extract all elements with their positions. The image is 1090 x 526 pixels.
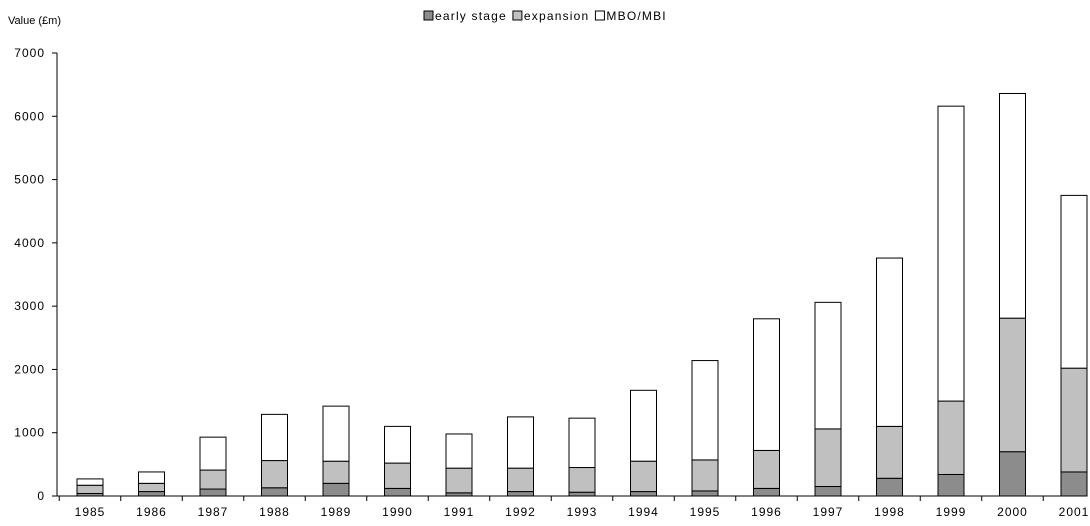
bar-segment-expansion (199, 469, 227, 490)
legend-label: expansion (524, 9, 590, 23)
bar-segment-expansion (999, 317, 1026, 453)
bar-segment-mbo-mbi (999, 93, 1026, 319)
x-tick-label: 1989 (321, 505, 352, 519)
bar-segment-mbo-mbi (814, 301, 842, 430)
bar-segment-mbo-mbi (138, 471, 165, 484)
x-tick-label: 1995 (690, 505, 721, 519)
bar-segment-mbo-mbi (876, 257, 903, 427)
x-tick-label: 1992 (505, 505, 536, 519)
y-tick-label: 0 (37, 489, 45, 503)
legend-swatch (594, 10, 605, 21)
bar-segment-early-stage (199, 488, 227, 497)
bar-segment-expansion (876, 425, 903, 479)
legend-label: MBO/MBI (606, 9, 666, 23)
bar-segment-expansion (76, 484, 104, 494)
y-tick-label: 5000 (14, 173, 45, 187)
x-tick-label: 1996 (751, 505, 782, 519)
y-tick-labels: 0 1000 2000 3000 4000 5000 6000 7000 (14, 46, 45, 503)
legend-label: early stage (435, 9, 507, 23)
x-tick-label: 1999 (936, 505, 967, 519)
y-tick-label: 7000 (14, 46, 45, 60)
x-tick-label: 1998 (874, 505, 905, 519)
bar-segment-mbo-mbi (691, 360, 719, 461)
bar-segment-early-stage (322, 482, 350, 497)
bar-segment-expansion (384, 462, 411, 489)
bar-segment-mbo-mbi (384, 425, 411, 464)
x-tick-label: 1990 (382, 505, 413, 519)
bar-segment-mbo-mbi (261, 413, 288, 462)
bar-segment-early-stage (999, 451, 1026, 497)
bar-segment-expansion (138, 482, 165, 493)
y-tick-label: 1000 (14, 426, 45, 440)
bar-segment-early-stage (138, 491, 165, 497)
bar-segment-early-stage (630, 491, 657, 497)
legend: early stage expansion MBO/MBI (423, 9, 666, 23)
bar-segment-early-stage (507, 491, 534, 497)
x-tick-label: 1997 (813, 505, 844, 519)
bar-segment-early-stage (691, 490, 719, 497)
bar-segment-expansion (753, 449, 780, 489)
bar-segment-expansion (1060, 367, 1088, 473)
bar-segment-expansion (814, 428, 842, 488)
bar-segment-expansion (630, 460, 657, 493)
x-tick-label: 1991 (444, 505, 475, 519)
x-tick-labels: 1985 1986 1987 1988 1989 1990 1991 1992 1993 1994… (75, 505, 1090, 519)
bar-segment-early-stage (384, 487, 411, 497)
bar-segment-early-stage (261, 487, 288, 497)
y-tick-label: 4000 (14, 236, 45, 250)
bar-segment-mbo-mbi (445, 433, 473, 469)
bar-segment-mbo-mbi (937, 105, 965, 402)
x-tick-label: 1988 (259, 505, 290, 519)
bar-segment-mbo-mbi (630, 389, 657, 462)
x-tick-label: 1993 (567, 505, 598, 519)
bar-segment-expansion (445, 467, 473, 494)
x-tick-label: 2000 (997, 505, 1028, 519)
bar-segment-mbo-mbi (507, 416, 534, 469)
bar-segment-early-stage (876, 477, 903, 497)
y-tick-label: 6000 (14, 109, 45, 123)
bar-segment-mbo-mbi (199, 436, 227, 471)
bar-segment-early-stage (937, 473, 965, 497)
bar-segment-expansion (937, 400, 965, 475)
bar-segment-mbo-mbi (76, 478, 104, 486)
legend-swatch (512, 10, 523, 21)
x-tick-label: 1985 (75, 505, 106, 519)
bar-segment-early-stage (568, 491, 596, 497)
legend-swatch (423, 10, 434, 21)
bar-segment-mbo-mbi (753, 318, 780, 451)
y-tick-label: 3000 (14, 299, 45, 313)
bar-segment-early-stage (814, 486, 842, 497)
bar-segment-mbo-mbi (322, 405, 350, 462)
x-tick-label: 1986 (136, 505, 167, 519)
bar-segment-early-stage (1060, 471, 1088, 497)
x-tick-label: 1994 (628, 505, 659, 519)
y-tick-label: 2000 (14, 362, 45, 376)
y-axis-label: Value (£m) (8, 15, 61, 27)
bar-segment-expansion (261, 460, 288, 489)
bar-segment-mbo-mbi (568, 417, 596, 469)
bar-segment-early-stage (753, 487, 780, 497)
bars (76, 93, 1088, 497)
bar-segment-expansion (322, 460, 350, 484)
x-tick-label: 2001 (1059, 505, 1090, 519)
bar-segment-expansion (691, 459, 719, 492)
bar-segment-expansion (568, 467, 596, 493)
x-tick-label: 1987 (198, 505, 229, 519)
bar-segment-mbo-mbi (1060, 194, 1088, 369)
bar-segment-expansion (507, 467, 534, 493)
